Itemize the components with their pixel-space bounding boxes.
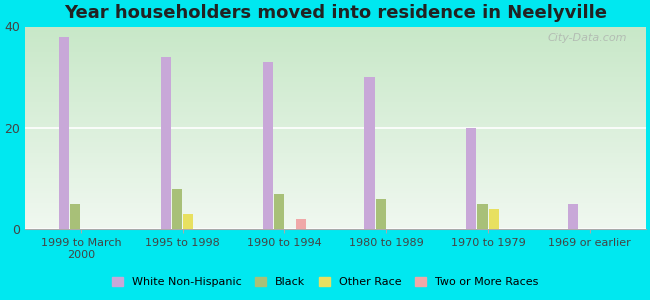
Bar: [274, 194, 284, 229]
Bar: [489, 209, 499, 229]
Bar: [59, 37, 69, 229]
Text: City-Data.com: City-Data.com: [548, 33, 627, 43]
Bar: [161, 57, 171, 229]
Bar: [376, 199, 385, 229]
Legend: White Non-Hispanic, Black, Other Race, Two or More Races: White Non-Hispanic, Black, Other Race, T…: [107, 272, 543, 291]
Bar: [296, 219, 306, 229]
Bar: [172, 189, 182, 229]
Bar: [568, 204, 578, 229]
Bar: [477, 204, 488, 229]
Bar: [183, 214, 193, 229]
Bar: [70, 204, 81, 229]
Bar: [263, 62, 273, 229]
Title: Year householders moved into residence in Neelyville: Year householders moved into residence i…: [64, 4, 607, 22]
Bar: [466, 128, 476, 229]
Bar: [365, 77, 374, 229]
